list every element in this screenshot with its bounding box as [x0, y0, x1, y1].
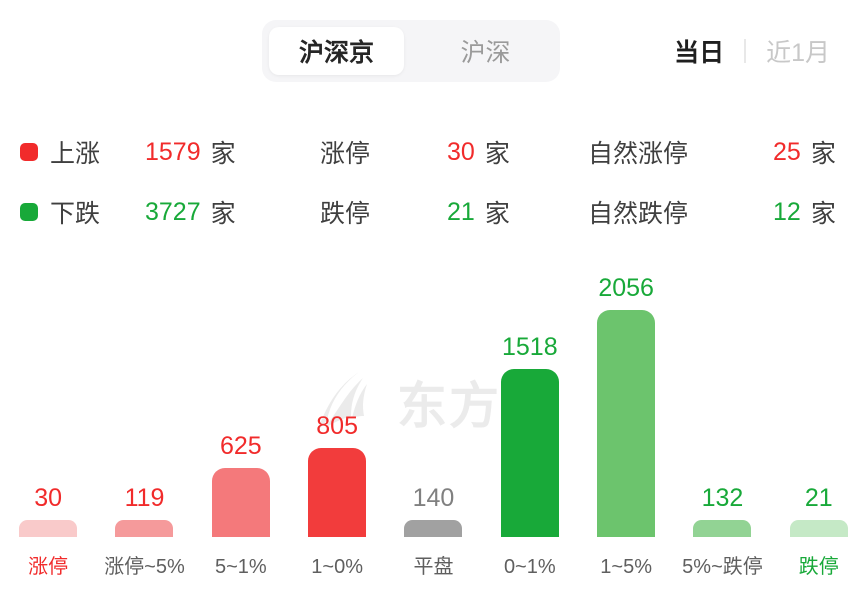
natural-limit-down-count: 12 家 — [773, 188, 836, 236]
bar-column-8[interactable]: 132 5%~跌停 — [674, 240, 770, 578]
bar-value-label: 119 — [124, 484, 165, 512]
bar[interactable] — [597, 310, 656, 537]
tab-today[interactable]: 当日 — [674, 39, 725, 67]
bar-category-label: 1~5% — [600, 556, 652, 578]
bar-category-label: 1~0% — [311, 556, 363, 578]
bar-category-label: 平盘 — [413, 556, 454, 578]
bar-value-label: 805 — [316, 412, 358, 440]
decliners-unit: 家 — [210, 200, 236, 228]
bar-columns: 30 涨停 119 涨停~5% 625 5~1% 805 1~0% 140 平盘 1518 0~1% 2… — [0, 240, 867, 578]
bar-column-4[interactable]: 805 1~0% — [289, 240, 385, 578]
tab-shanghai-shenzhen[interactable]: 沪深 — [460, 39, 511, 67]
bar[interactable] — [789, 520, 848, 537]
advancers-count: 1579 家 — [145, 128, 236, 176]
natural-limit-down-unit: 家 — [810, 200, 836, 228]
bar[interactable] — [308, 448, 367, 537]
natural-limit-down-value: 12 — [773, 197, 801, 226]
up-legend-marker — [20, 143, 38, 161]
natural-limit-up-count: 25 家 — [773, 128, 836, 176]
natural-limit-down-label: 自然跌停 — [588, 200, 689, 228]
advancers-value: 1579 — [145, 137, 201, 166]
bar-column-2[interactable]: 119 涨停~5% — [96, 240, 192, 578]
advancers-unit: 家 — [210, 140, 236, 168]
limit-down-unit: 家 — [484, 200, 510, 228]
bar[interactable] — [500, 369, 559, 537]
bar-category-label: 5%~跌停 — [682, 556, 763, 578]
bar-column-9[interactable]: 21 跌停 — [771, 240, 867, 578]
bar-value-label: 132 — [701, 484, 744, 512]
bar-category-label: 0~1% — [503, 556, 556, 578]
tab-shanghai-shenzhen-beijing[interactable]: 沪深京 — [269, 27, 404, 75]
bar-value-label: 2056 — [598, 274, 654, 302]
bar-value-label: 21 — [804, 484, 833, 512]
limit-up-value: 30 — [447, 137, 475, 166]
market-toggle: 沪深京 沪深 — [262, 20, 560, 82]
bar-column-6[interactable]: 1518 0~1% — [482, 240, 578, 578]
natural-limit-up-unit: 家 — [810, 140, 836, 168]
bar[interactable] — [19, 520, 78, 537]
decliners-label: 下跌 — [50, 200, 101, 228]
limit-down-count: 21 家 — [447, 188, 510, 236]
limit-down-label: 跌停 — [320, 200, 371, 228]
tab-1-month[interactable]: 近1月 — [766, 39, 830, 67]
period-toggle: 当日 近1月 — [674, 20, 830, 82]
bar-column-5[interactable]: 140 平盘 — [385, 240, 481, 578]
bar-value-label: 140 — [412, 484, 455, 512]
bar-column-7[interactable]: 2056 1~5% — [578, 240, 674, 578]
natural-limit-up-label: 自然涨停 — [588, 140, 689, 168]
limit-up-unit: 家 — [484, 140, 510, 168]
bar-category-label: 涨停 — [28, 556, 69, 578]
down-legend-marker — [20, 203, 38, 221]
decliners-count: 3727 家 — [145, 188, 236, 236]
decliners-value: 3727 — [145, 197, 201, 226]
bar-column-1[interactable]: 30 涨停 — [0, 240, 96, 578]
bar[interactable] — [404, 520, 463, 537]
bar-value-label: 625 — [219, 432, 262, 460]
distribution-chart: 东方财 30 涨停 119 涨停~5% 625 5~1% 805 1~0% 140 平盘 1518 0… — [0, 240, 867, 578]
bar-category-label: 涨停~5% — [104, 556, 185, 578]
advancers-label: 上涨 — [50, 140, 101, 168]
limit-up-count: 30 家 — [447, 128, 510, 176]
bar-category-label: 5~1% — [214, 556, 267, 578]
bar[interactable] — [693, 520, 752, 537]
limit-up-label: 涨停 — [320, 140, 371, 168]
natural-limit-up-value: 25 — [773, 137, 801, 166]
bar-column-3[interactable]: 625 5~1% — [193, 240, 289, 578]
stat-row-advancers: 上涨 1579 家 涨停 30 家 自然涨停 25 家 — [0, 128, 867, 176]
stat-row-decliners: 下跌 3727 家 跌停 21 家 自然跌停 12 家 — [0, 188, 867, 236]
bar[interactable] — [211, 468, 270, 537]
bar[interactable] — [115, 520, 174, 537]
divider — [744, 39, 747, 63]
bar-category-label: 跌停 — [798, 556, 839, 578]
bar-value-label: 1518 — [501, 333, 558, 361]
bar-value-label: 30 — [34, 484, 63, 512]
limit-down-value: 21 — [447, 197, 475, 226]
